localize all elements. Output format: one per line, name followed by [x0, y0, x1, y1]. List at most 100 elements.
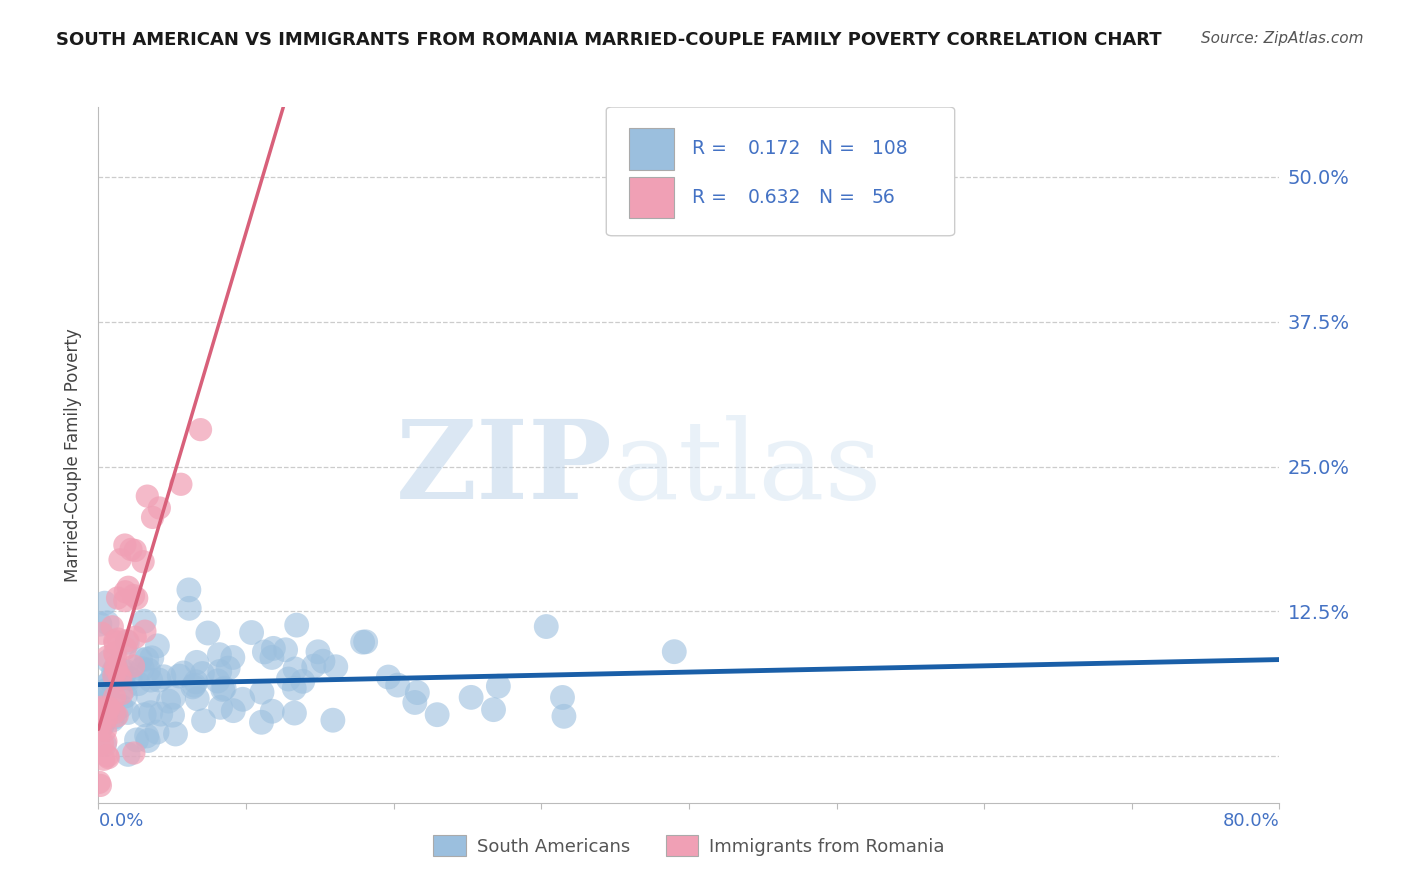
- Text: ZIP: ZIP: [395, 416, 612, 523]
- Point: [110, 672, 132, 686]
- Point: [114, 689, 136, 703]
- Point: [117, 706, 139, 720]
- Point: [157, 694, 180, 708]
- Point: [89, 739, 111, 753]
- Point: [283, 681, 305, 696]
- Text: R =: R =: [693, 188, 734, 207]
- Point: [322, 713, 344, 727]
- Point: [111, 687, 134, 701]
- Point: [104, 636, 127, 650]
- Point: [124, 630, 146, 644]
- Point: [184, 674, 207, 689]
- Point: [129, 653, 152, 667]
- Point: [104, 710, 127, 724]
- Point: [108, 669, 131, 683]
- Point: [162, 690, 184, 705]
- Point: [208, 648, 231, 662]
- Point: [135, 729, 157, 743]
- Point: [90, 626, 112, 640]
- Point: [169, 669, 191, 683]
- Point: [117, 635, 139, 649]
- Point: [117, 580, 139, 594]
- Point: [136, 489, 159, 503]
- Point: [97, 701, 120, 715]
- Point: [135, 652, 157, 666]
- Point: [114, 681, 136, 695]
- Point: [90, 723, 112, 737]
- Point: [307, 645, 329, 659]
- Point: [285, 618, 308, 632]
- Point: [97, 654, 120, 668]
- Point: [97, 706, 120, 720]
- Point: [553, 709, 575, 723]
- Point: [146, 725, 169, 739]
- Point: [93, 738, 115, 752]
- Point: [274, 642, 297, 657]
- Text: R =: R =: [693, 139, 734, 158]
- Point: [93, 752, 115, 766]
- Point: [142, 510, 165, 524]
- Point: [177, 582, 200, 597]
- Point: [170, 477, 193, 491]
- Point: [325, 659, 347, 673]
- Point: [153, 670, 176, 684]
- Point: [107, 591, 129, 605]
- Point: [179, 601, 201, 615]
- Point: [104, 661, 127, 675]
- Point: [197, 626, 219, 640]
- Point: [352, 635, 374, 649]
- Point: [114, 641, 136, 656]
- Point: [89, 704, 111, 718]
- Point: [108, 553, 131, 567]
- Point: [165, 727, 187, 741]
- Point: [186, 656, 208, 670]
- Point: [217, 661, 239, 675]
- Point: [105, 708, 128, 723]
- Point: [97, 750, 120, 764]
- Point: [406, 685, 429, 699]
- Point: [91, 690, 114, 704]
- Text: N =: N =: [818, 188, 860, 207]
- Point: [136, 733, 159, 747]
- Point: [536, 619, 558, 633]
- Point: [664, 645, 686, 659]
- Point: [104, 672, 127, 686]
- Y-axis label: Married-Couple Family Poverty: Married-Couple Family Poverty: [63, 328, 82, 582]
- Point: [139, 673, 162, 687]
- Text: 56: 56: [872, 188, 896, 207]
- Point: [115, 633, 138, 648]
- Point: [482, 703, 505, 717]
- Point: [134, 614, 156, 628]
- Point: [117, 747, 139, 762]
- Point: [277, 672, 299, 686]
- Point: [94, 723, 117, 738]
- Point: [104, 648, 127, 662]
- Point: [124, 543, 146, 558]
- Point: [302, 659, 325, 673]
- Point: [104, 659, 127, 673]
- Point: [134, 707, 156, 722]
- Point: [110, 663, 132, 677]
- Point: [120, 672, 142, 686]
- Point: [101, 713, 124, 727]
- FancyBboxPatch shape: [628, 177, 673, 219]
- Point: [94, 734, 117, 748]
- Point: [132, 555, 155, 569]
- Point: [122, 589, 145, 603]
- Legend: South Americans, Immigrants from Romania: South Americans, Immigrants from Romania: [426, 828, 952, 863]
- Point: [186, 691, 208, 706]
- Point: [191, 666, 214, 681]
- Point: [114, 584, 136, 599]
- Point: [94, 712, 117, 726]
- Point: [96, 748, 118, 763]
- Point: [90, 696, 112, 710]
- Text: 80.0%: 80.0%: [1223, 812, 1279, 830]
- Point: [260, 650, 283, 665]
- Point: [107, 667, 129, 681]
- Point: [354, 635, 377, 649]
- Point: [103, 690, 125, 704]
- Point: [134, 624, 156, 639]
- Text: 108: 108: [872, 139, 908, 158]
- FancyBboxPatch shape: [606, 107, 955, 235]
- Text: Source: ZipAtlas.com: Source: ZipAtlas.com: [1201, 31, 1364, 46]
